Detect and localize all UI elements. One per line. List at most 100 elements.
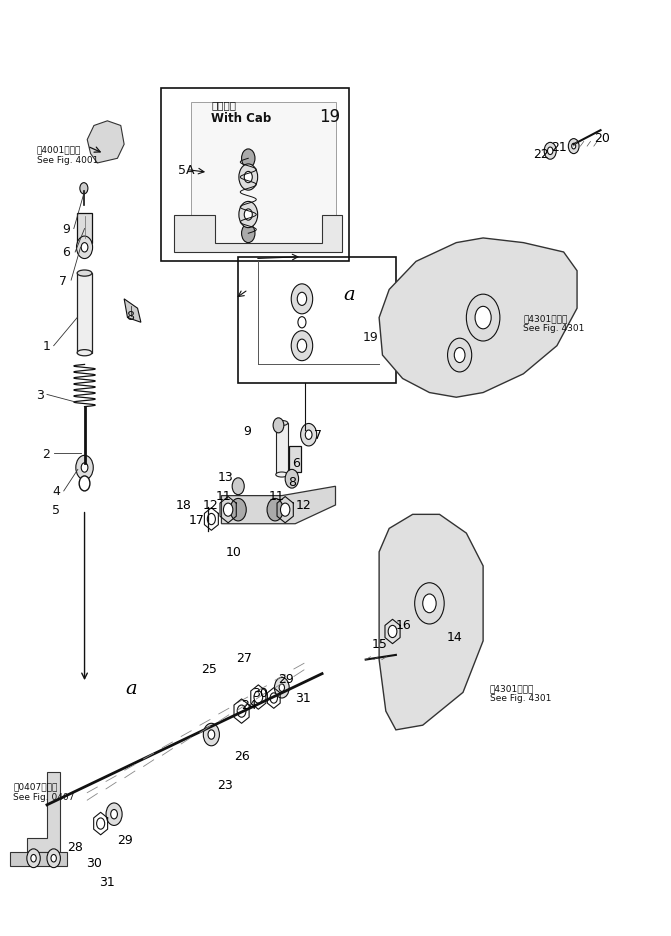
Text: 第4301図参照
See Fig. 4301: 第4301図参照 See Fig. 4301 [490, 683, 551, 703]
Polygon shape [124, 300, 141, 323]
Text: 11: 11 [268, 490, 284, 503]
Text: 12: 12 [295, 499, 311, 512]
Polygon shape [221, 487, 336, 524]
Circle shape [232, 478, 244, 495]
Text: 23: 23 [217, 778, 233, 791]
Text: 16: 16 [396, 619, 411, 632]
Text: 19: 19 [319, 108, 340, 126]
Text: 3: 3 [36, 388, 44, 402]
Text: 30: 30 [86, 856, 102, 870]
Circle shape [301, 424, 317, 446]
Text: 9: 9 [244, 424, 252, 437]
Ellipse shape [77, 271, 92, 277]
Text: 5: 5 [52, 504, 60, 517]
Bar [289, 446, 301, 473]
Polygon shape [191, 103, 336, 253]
Circle shape [280, 504, 290, 517]
Text: 29: 29 [278, 672, 294, 685]
Circle shape [274, 678, 289, 698]
Text: 15: 15 [371, 637, 387, 651]
Circle shape [297, 293, 307, 306]
Circle shape [466, 295, 500, 342]
Text: 第4301図参照
See Fig. 4301: 第4301図参照 See Fig. 4301 [523, 314, 584, 333]
Circle shape [207, 514, 215, 525]
Circle shape [572, 144, 576, 150]
Text: 22: 22 [533, 148, 549, 161]
Text: 18: 18 [176, 499, 192, 512]
Text: a: a [125, 679, 137, 697]
Bar [276, 423, 288, 475]
Text: 5A: 5A [178, 164, 195, 177]
Bar [77, 273, 92, 353]
Circle shape [298, 317, 306, 329]
Circle shape [31, 855, 36, 862]
Text: 第4001図参照
See Fig. 4001: 第4001図参照 See Fig. 4001 [37, 145, 98, 165]
Circle shape [568, 139, 579, 154]
Circle shape [544, 143, 556, 160]
Circle shape [244, 172, 252, 183]
Text: 26: 26 [234, 749, 250, 762]
Bar [77, 213, 92, 243]
Circle shape [111, 810, 117, 819]
Text: 12: 12 [203, 499, 218, 512]
Circle shape [203, 724, 219, 746]
Text: 4: 4 [52, 485, 60, 498]
Ellipse shape [276, 473, 288, 477]
Text: 13: 13 [218, 471, 234, 484]
Bar [238, 257, 396, 384]
Text: With Cab: With Cab [211, 111, 272, 124]
Circle shape [76, 237, 93, 259]
Circle shape [97, 818, 105, 829]
Circle shape [79, 476, 90, 491]
Circle shape [273, 418, 284, 433]
Ellipse shape [77, 350, 92, 357]
Text: 6: 6 [292, 457, 300, 470]
Text: 25: 25 [201, 663, 217, 676]
Text: 11: 11 [216, 490, 231, 503]
Circle shape [81, 243, 88, 253]
Text: 17: 17 [189, 513, 205, 526]
Text: 14: 14 [446, 630, 462, 643]
Text: 9: 9 [62, 223, 70, 236]
Text: 30: 30 [252, 686, 268, 699]
Text: 6: 6 [62, 246, 70, 259]
Circle shape [244, 210, 252, 221]
Circle shape [291, 285, 313, 314]
Circle shape [548, 148, 553, 155]
Circle shape [237, 706, 246, 717]
Circle shape [239, 202, 258, 228]
Text: 1: 1 [42, 340, 50, 353]
Circle shape [285, 470, 299, 489]
Text: 28: 28 [67, 841, 83, 854]
Circle shape [223, 504, 233, 517]
Text: 19: 19 [362, 330, 378, 344]
Circle shape [388, 625, 397, 638]
Text: 2: 2 [42, 447, 50, 461]
Text: 24: 24 [242, 698, 257, 711]
Circle shape [27, 849, 40, 868]
Circle shape [47, 849, 60, 868]
Circle shape [106, 803, 122, 826]
Ellipse shape [276, 421, 288, 426]
Text: 21: 21 [552, 140, 567, 154]
Polygon shape [174, 215, 342, 253]
Text: 27: 27 [236, 651, 252, 665]
Circle shape [454, 348, 465, 363]
Circle shape [230, 499, 246, 521]
Text: 8: 8 [126, 310, 134, 323]
Circle shape [81, 463, 88, 473]
Circle shape [242, 150, 255, 168]
Text: 29: 29 [117, 833, 133, 846]
Circle shape [51, 855, 56, 862]
Text: 8: 8 [289, 475, 297, 489]
Polygon shape [27, 772, 60, 852]
Circle shape [297, 340, 307, 353]
Circle shape [448, 339, 472, 373]
Text: 7: 7 [314, 429, 322, 442]
Text: 31: 31 [295, 691, 311, 704]
Text: 第0407図参照
See Fig. 0407: 第0407図参照 See Fig. 0407 [13, 782, 74, 801]
Circle shape [242, 225, 255, 243]
Text: a: a [343, 285, 355, 304]
Circle shape [291, 331, 313, 361]
Circle shape [76, 456, 93, 480]
